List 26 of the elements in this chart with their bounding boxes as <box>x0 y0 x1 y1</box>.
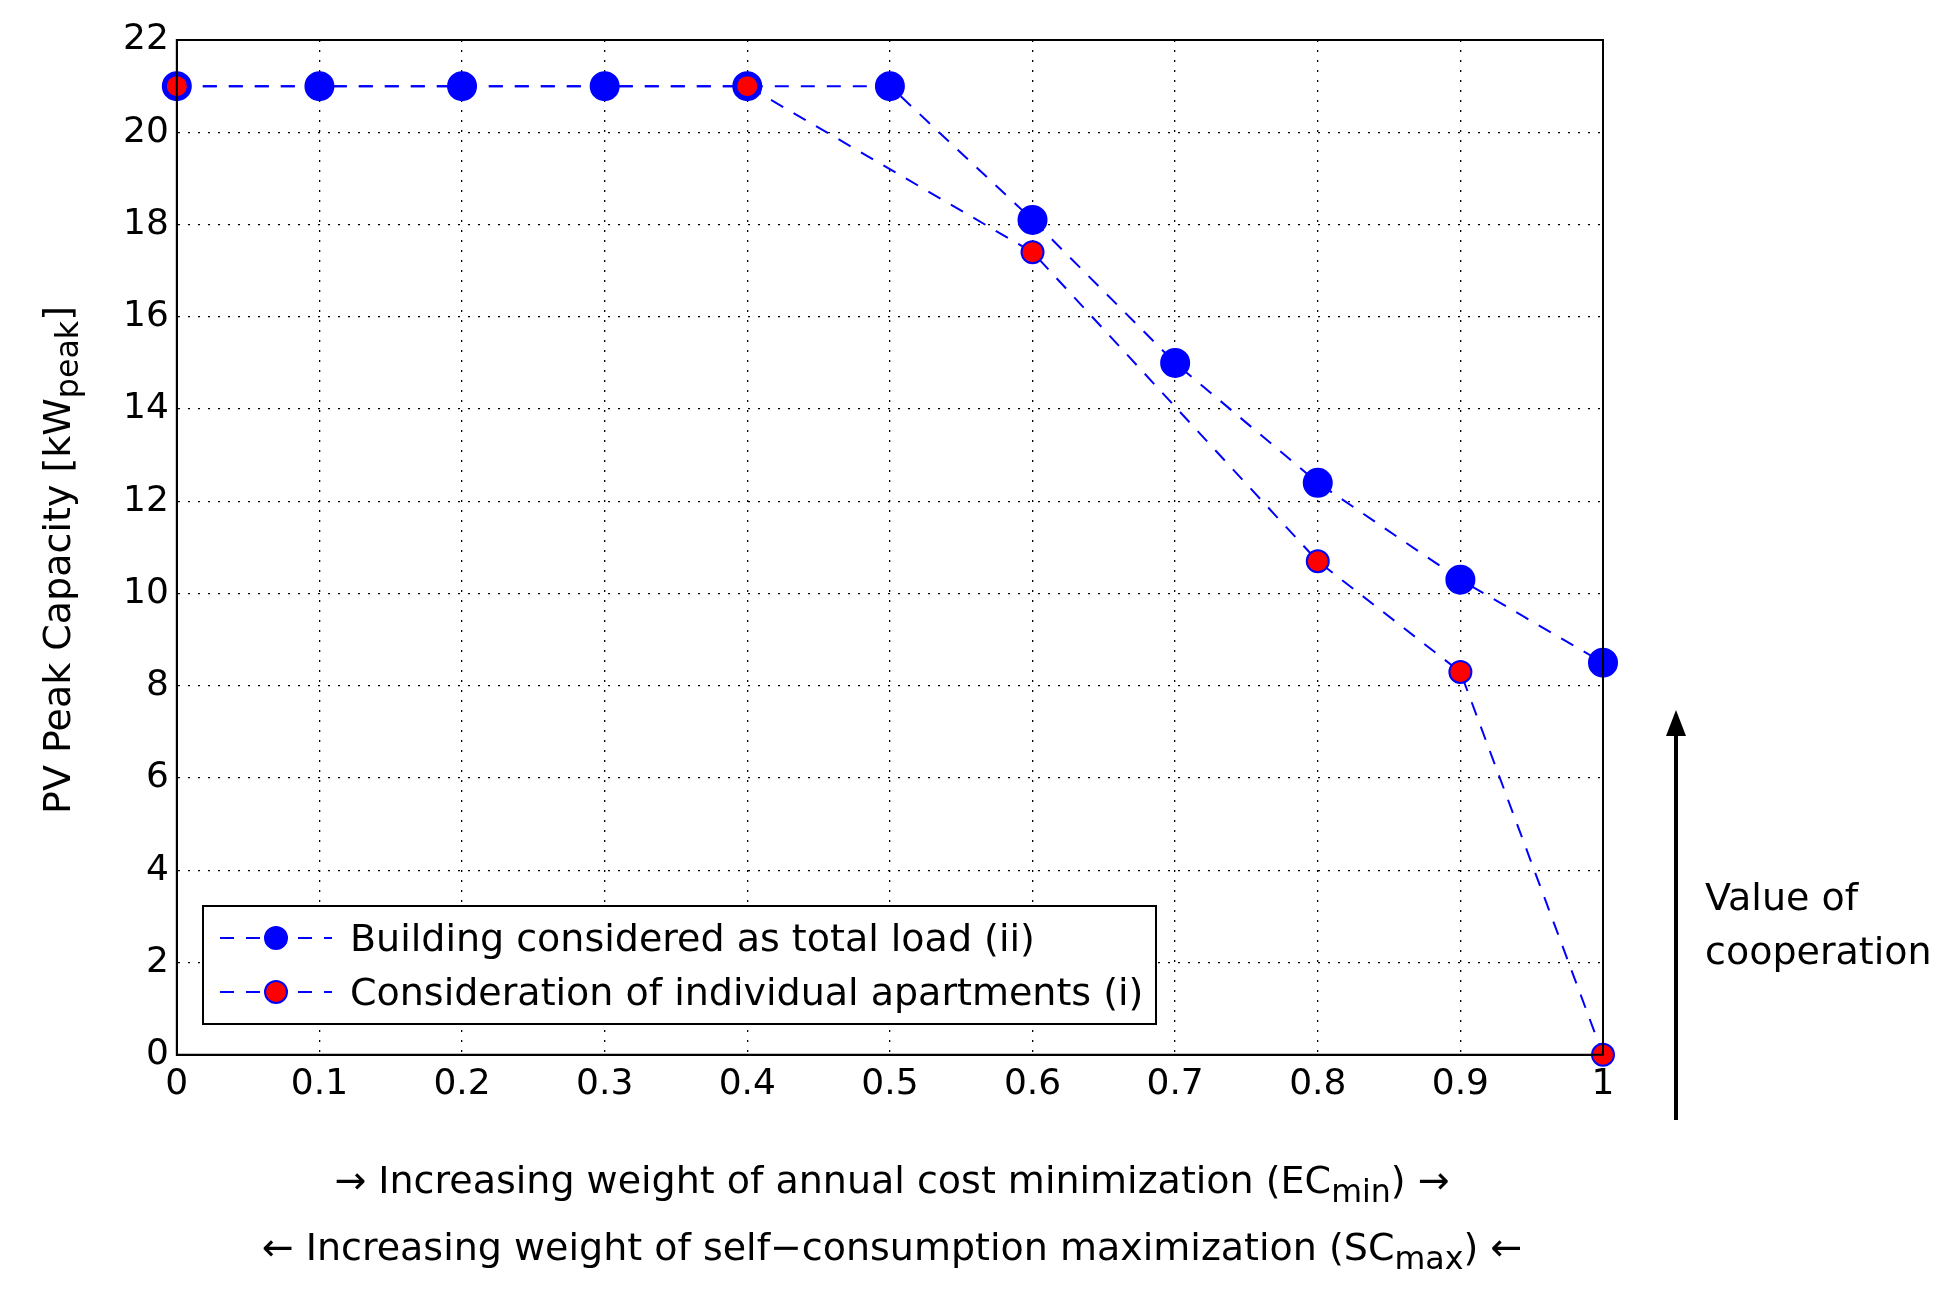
y-tick-label: 18 <box>123 200 169 242</box>
x-tick-label: 0.6 <box>1003 1060 1062 1102</box>
x-tick-label: 0.5 <box>861 1060 919 1102</box>
text: Value of cooperation <box>1705 874 1932 975</box>
x-tick-label: 0.1 <box>290 1060 349 1102</box>
x-tick-label: 0.4 <box>718 1060 776 1102</box>
y-tick-label: 4 <box>145 846 169 888</box>
x-axis-title: → Increasing weight of annual cost minimization (EC$_{min}$) → ← Increasing weight of self−consumption maximization (SC$_{max}$) ← <box>260 1157 1524 1278</box>
y-tick-label: 10 <box>123 569 169 611</box>
x-tick-label: 0.3 <box>576 1060 634 1102</box>
y-tick-label: 16 <box>123 293 169 335</box>
legend-label: Consideration of individual apartments (i) <box>350 970 1144 1014</box>
y-tick-label: 8 <box>145 662 169 704</box>
y-tick-label: 0 <box>145 1031 169 1073</box>
y-tick-label: 2 <box>145 938 169 980</box>
x-tick-label: 0.9 <box>1431 1060 1490 1102</box>
x-tick-label: 1 <box>1591 1060 1615 1102</box>
y-tick-label: 6 <box>145 754 169 796</box>
legend-label: Building considered as total load (ii) <box>350 916 1035 960</box>
y-tick-label: 12 <box>123 477 169 519</box>
y-tick-label: 20 <box>123 108 169 150</box>
y-tick-label: 14 <box>123 385 169 427</box>
y-tick-label: 22 <box>123 16 169 58</box>
x-tick-label: 0.7 <box>1146 1060 1204 1102</box>
x-tick-label: 0.8 <box>1289 1060 1347 1102</box>
x-tick-label: 0.2 <box>433 1060 491 1102</box>
